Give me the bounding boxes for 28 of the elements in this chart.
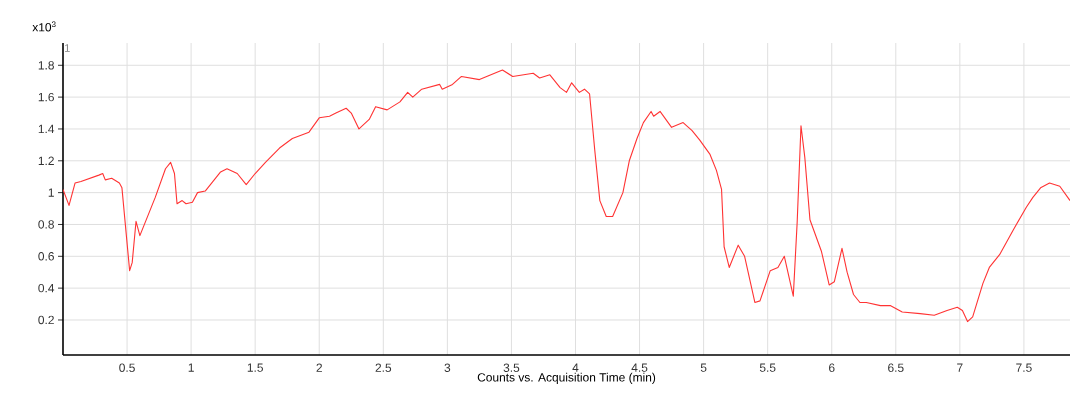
annotation: 1	[65, 44, 70, 52]
x-tick-label: 1	[188, 363, 194, 372]
x-tick-label: 5	[700, 363, 707, 372]
x-axis-title: Counts vs. Acquisition Time (min)	[477, 372, 656, 384]
y-tick-label: 0.6	[38, 252, 54, 261]
x-tick-label: 6	[829, 363, 835, 372]
y-axis-title: x10$^{3}$	[32, 21, 56, 32]
x-tick-label: 5.5	[759, 363, 776, 372]
y-tick-label: 1	[48, 188, 54, 197]
x-tick-label: 6.5	[888, 363, 904, 372]
y-tick-label: 1.4	[38, 124, 55, 134]
y-tick-label: 1.2	[38, 156, 54, 165]
x-tick-label: 1.5	[247, 363, 263, 372]
x-tick-label: 3.5	[503, 363, 520, 372]
y-tick-label: 1.6	[38, 92, 54, 102]
y-tick-label: 1.8	[38, 61, 54, 70]
x-tick-label: 2	[316, 363, 322, 372]
x-tick-label: 7.5	[1016, 363, 1032, 372]
x-tick-label: 3	[444, 363, 451, 372]
y-tick-label: 0.4	[38, 283, 55, 293]
x-tick-label: 4.5	[631, 363, 648, 372]
x-tick-label: 0.5	[119, 363, 135, 372]
y-tick-label: 0.8	[38, 220, 54, 229]
x-tick-label: 4	[572, 363, 579, 372]
x-tick-label: 2.5	[375, 363, 392, 372]
x-tick-label: 7	[957, 363, 963, 372]
line-series	[63, 69, 1070, 323]
y-tick-label: 0.2	[38, 315, 54, 325]
